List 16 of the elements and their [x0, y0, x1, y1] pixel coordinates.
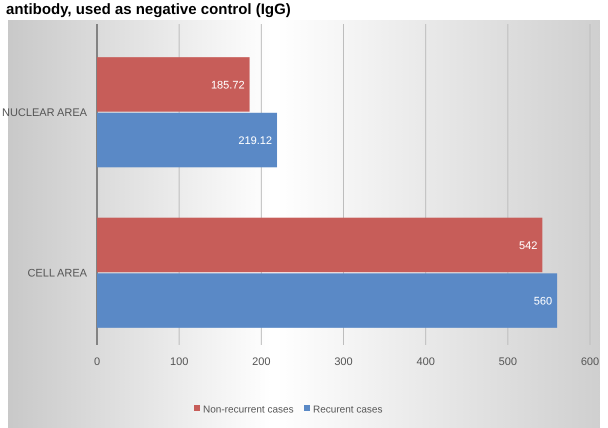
x-tick-label: 400 [416, 356, 435, 368]
data-label: 219.12 [238, 134, 272, 147]
data-label: 185.72 [210, 79, 245, 92]
legend-label: Recurent cases [313, 404, 382, 416]
x-tick-label: 500 [498, 356, 518, 368]
chart-title: antibody, used as negative control (IgG) [6, 1, 291, 18]
x-tick-label: 200 [252, 356, 271, 368]
x-tick-label: 0 [94, 356, 100, 368]
data-label: 542 [518, 240, 538, 252]
x-tick-label: 600 [580, 356, 600, 368]
y-tick-label: CELL AREA [27, 268, 88, 280]
x-tick-label: 100 [170, 356, 188, 368]
x-tick-label: 300 [334, 356, 353, 368]
y-tick-label: NUCLEAR AREA [2, 107, 88, 120]
data-label: 560 [534, 295, 552, 308]
legend-label: Non-recurrent cases [203, 404, 294, 416]
